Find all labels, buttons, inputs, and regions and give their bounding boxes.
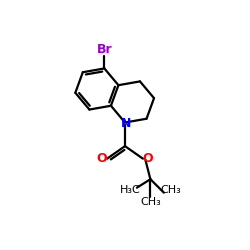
Text: O: O (97, 152, 108, 165)
Text: H₃C: H₃C (120, 185, 141, 195)
Text: Br: Br (96, 43, 112, 56)
Text: N: N (120, 117, 131, 130)
Text: O: O (142, 152, 153, 165)
Text: CH₃: CH₃ (140, 197, 161, 207)
Text: CH₃: CH₃ (160, 185, 181, 195)
